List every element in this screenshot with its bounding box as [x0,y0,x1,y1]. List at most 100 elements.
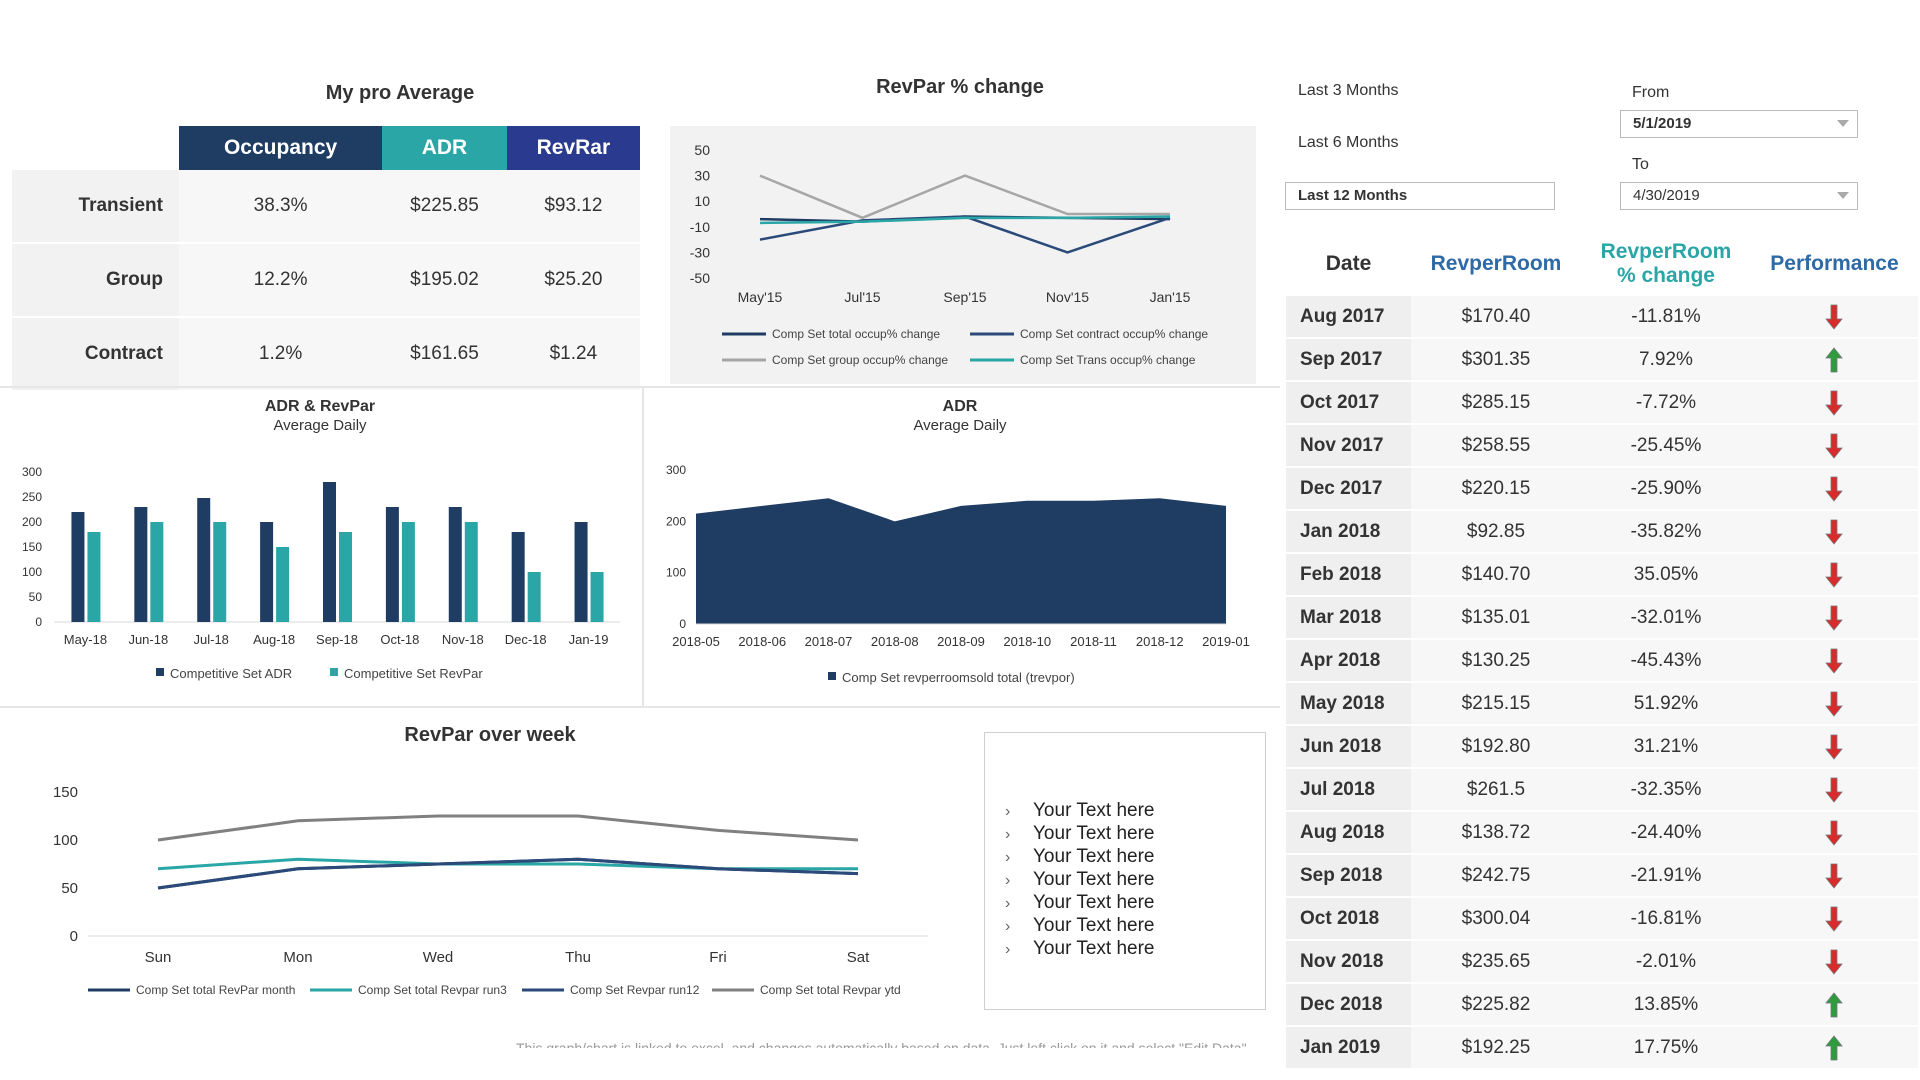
y-tick-label: -30 [690,244,710,260]
perf-rev: $225.82 [1411,983,1581,1027]
y-tick-label: 30 [694,168,710,184]
arrow-up-icon [1825,1034,1844,1060]
from-label: From [1632,84,1670,101]
perf-indicator [1750,682,1918,726]
perf-row: Mar 2018 $135.01 -32.01% [1286,596,1918,640]
perf-pct: -21.91% [1580,854,1751,898]
avg-occupancy: 1.2% [179,317,383,392]
list-item: › Your Text here [1005,914,1265,937]
avg-occupancy: 38.3% [179,170,383,244]
perf-pct: -16.81% [1580,897,1751,941]
perf-rev: $192.80 [1411,725,1581,769]
arrow-down-icon [1825,691,1844,717]
list-item-text: Your Text here [1033,869,1155,890]
perf-date: Aug 2017 [1286,296,1411,339]
avg-adr: $225.85 [382,170,507,244]
perf-row: Aug 2017 $170.40 -11.81% [1286,296,1918,339]
list-item: › Your Text here [1005,822,1265,845]
avg-row-label: Contract [12,317,179,392]
revpar-change-title: RevPar % change [876,76,1044,98]
x-tick-label: Nov'15 [1046,289,1089,305]
bar [276,547,290,622]
perf-indicator [1750,1026,1918,1070]
perf-pct: 17.75% [1580,1026,1751,1070]
x-tick-label: 2018-07 [805,634,853,649]
avg-revrar: $1.24 [506,317,640,392]
perf-date: Jan 2018 [1286,510,1411,554]
x-tick-label: Thu [565,949,591,966]
perf-pct: 35.05% [1580,553,1751,597]
list-item-text: Your Text here [1033,915,1155,936]
legend-label: Comp Set total Revpar run3 [358,983,507,997]
avg-adr: $161.65 [382,317,507,392]
y-tick-label: 0 [679,617,686,631]
perf-date: Aug 2018 [1286,811,1411,855]
perf-rev: $300.04 [1411,897,1581,941]
x-tick-label: 2018-09 [937,634,985,649]
legend-label: Comp Set total occup% change [772,327,940,341]
perf-date: Nov 2018 [1286,940,1411,984]
legend-swatch [156,668,164,676]
y-tick-label: 200 [22,515,42,529]
legend-label: Comp Set revperroomsold total (trevpor) [842,670,1075,685]
perf-pct: 13.85% [1580,983,1751,1027]
perf-rev: $285.15 [1411,381,1581,425]
perf-indicator [1750,983,1918,1027]
bar [87,532,101,622]
x-tick-label: Wed [423,949,454,966]
perf-rev: $170.40 [1411,296,1581,339]
filter-last6[interactable]: Last 6 Months [1298,134,1399,151]
perf-date: Dec 2018 [1286,983,1411,1027]
perf-date: Jun 2018 [1286,725,1411,769]
y-tick-label: 0 [35,615,42,629]
chevron-right-icon: › [1005,803,1011,820]
x-tick-label: Mon [283,949,312,966]
perf-date: Oct 2017 [1286,381,1411,425]
perf-rev: $258.55 [1411,424,1581,468]
filter-last3[interactable]: Last 3 Months [1298,82,1399,99]
x-tick-label: Jan-19 [569,632,609,647]
x-tick-label: Jan'15 [1150,289,1191,305]
avg-row-label: Group [12,243,179,318]
to-date-select[interactable]: 4/30/2019 [1620,182,1858,210]
arrow-down-icon [1825,304,1844,330]
perf-body: Aug 2017 $170.40 -11.81% Sep 2017 $301.35 7.9… [1286,296,1918,1070]
from-date-select[interactable]: 5/1/2019 [1620,110,1858,138]
perf-pct: -7.72% [1580,381,1751,425]
y-tick-label: 0 [70,928,78,945]
perf-rev: $235.65 [1411,940,1581,984]
avg-row: Transient 38.3% $225.85 $93.12 [12,170,640,244]
y-tick-label: 10 [694,193,710,209]
perf-indicator [1750,553,1918,597]
bar [260,522,274,622]
y-tick-label: 300 [666,463,686,477]
perf-indicator [1750,639,1918,683]
avg-table: Occupancy ADR RevRar Transient 38.3% $22… [12,126,640,392]
avg-row: Contract 1.2% $161.65 $1.24 [12,317,640,392]
perf-date: May 2018 [1286,682,1411,726]
perf-row: Feb 2018 $140.70 35.05% [1286,553,1918,597]
bar [574,522,588,622]
y-tick-label: 150 [53,784,78,801]
area-series [696,498,1226,624]
perf-date: Dec 2017 [1286,467,1411,511]
chevron-right-icon: › [1005,941,1011,958]
y-tick-label: -10 [690,219,710,235]
perf-row: Jan 2018 $92.85 -35.82% [1286,510,1918,554]
perf-row: Apr 2018 $130.25 -45.43% [1286,639,1918,683]
perf-header-performance: Performance [1770,252,1899,275]
arrow-down-icon [1825,390,1844,416]
perf-rev: $215.15 [1411,682,1581,726]
legend-swatch [828,672,836,680]
arrow-down-icon [1825,476,1844,502]
x-tick-label: Sep'15 [943,289,986,305]
filter-last12[interactable]: Last 12 Months [1285,182,1555,210]
perf-rev: $192.25 [1411,1026,1581,1070]
chevron-right-icon: › [1005,849,1011,866]
text-list-box: › Your Text here › Your Text here › Your Text… [984,732,1266,1010]
perf-date: Apr 2018 [1286,639,1411,683]
perf-indicator [1750,381,1918,425]
perf-rev: $138.72 [1411,811,1581,855]
perf-rev: $220.15 [1411,467,1581,511]
y-tick-label: 100 [53,832,78,849]
